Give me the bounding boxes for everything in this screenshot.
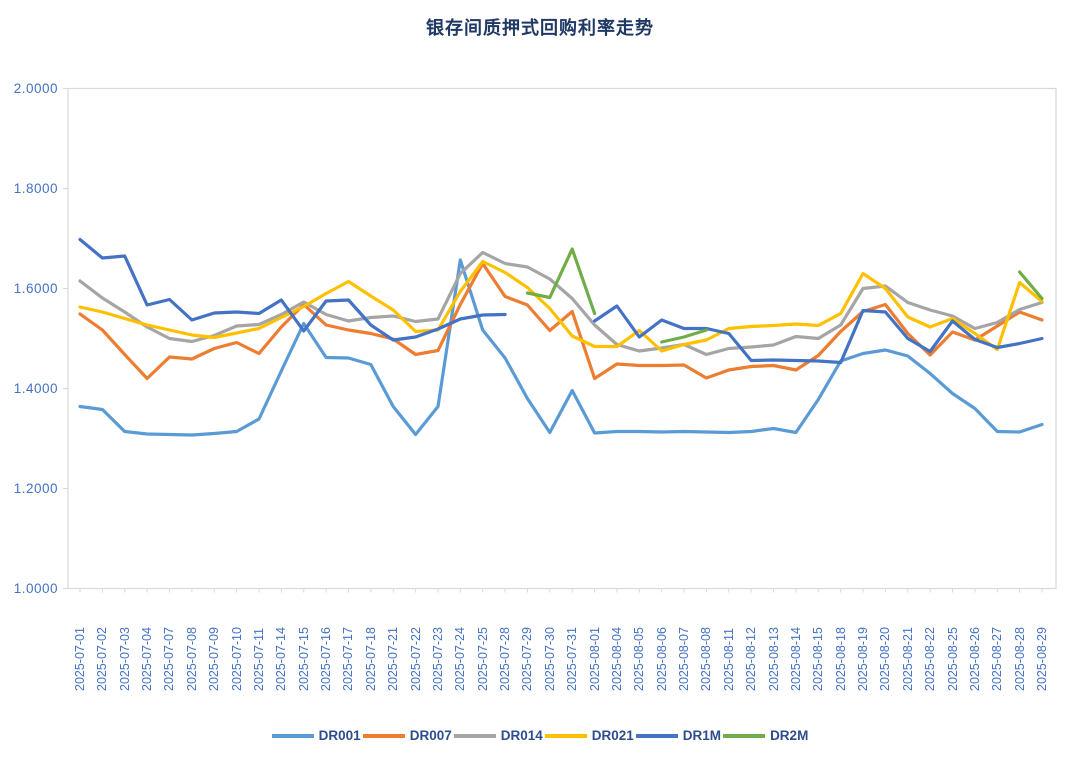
x-tick-label: 2025-08-22 [923, 627, 938, 691]
legend-item-DR007: DR007 [362, 728, 452, 743]
series-line-DR1M [78, 237, 1044, 365]
series-line-DR021 [78, 259, 1044, 353]
x-tick-label: 2025-07-14 [274, 627, 289, 691]
x-tick-label: 2025-08-13 [766, 627, 781, 691]
x-tick-label: 2025-07-31 [565, 627, 580, 691]
x-tick-label: 2025-07-04 [140, 627, 155, 691]
x-tick-label: 2025-08-05 [632, 627, 647, 691]
x-tick-label: 2025-08-25 [945, 627, 960, 691]
x-tick-label: 2025-08-21 [900, 627, 915, 691]
x-tick-label: 2025-07-22 [408, 627, 423, 691]
x-tick-label: 2025-08-08 [699, 627, 714, 691]
x-tick-label: 2025-08-19 [856, 627, 871, 691]
legend-label: DR1M [682, 728, 722, 743]
x-tick-label: 2025-07-17 [341, 627, 356, 691]
x-tick-label: 2025-08-11 [721, 627, 736, 691]
x-tick-label: 2025-08-28 [1012, 627, 1027, 691]
x-tick-label: 2025-08-01 [587, 627, 602, 691]
x-tick-label: 2025-07-15 [296, 627, 311, 691]
legend-swatch-DR1M [635, 733, 678, 738]
legend-item-DR014: DR014 [453, 728, 543, 743]
x-tick-label: 2025-07-02 [95, 627, 110, 691]
x-tick-label: 2025-07-16 [319, 627, 334, 691]
x-tick-label: 2025-08-07 [677, 627, 692, 691]
legend-swatch-DR014 [453, 733, 496, 738]
legend-swatch-DR2M [723, 733, 766, 738]
x-tick-label: 2025-07-03 [117, 627, 132, 691]
y-tick-label: 1.2000 [14, 481, 58, 496]
x-tick-label: 2025-07-25 [475, 627, 490, 691]
legend-label: DR001 [318, 728, 361, 743]
plot-border [67, 87, 1057, 590]
legend-label: DR021 [591, 728, 634, 743]
x-tick-label: 2025-07-09 [207, 627, 222, 691]
x-tick-label: 2025-07-10 [229, 627, 244, 691]
legend-label: DR2M [770, 728, 809, 743]
x-tick-label: 2025-08-06 [654, 627, 669, 691]
x-tick-label: 2025-08-29 [1035, 627, 1049, 691]
x-tick-label: 2025-07-21 [386, 627, 401, 691]
legend-swatch-DR007 [362, 733, 405, 738]
legend-label: DR007 [409, 728, 452, 743]
y-tick-label: 1.4000 [14, 381, 58, 396]
x-tick-label: 2025-07-29 [520, 627, 535, 691]
x-tick-label: 2025-08-20 [878, 627, 893, 691]
legend-swatch-DR021 [544, 733, 587, 738]
series-line-DR2M [525, 247, 1044, 344]
y-tick-label: 1.6000 [14, 281, 58, 296]
x-tick-label: 2025-07-28 [498, 627, 513, 691]
x-tick-label: 2025-08-27 [990, 627, 1005, 691]
chart-legend: DR001 DR007 DR014 DR021 DR1M DR2M [0, 728, 1080, 743]
x-tick-label: 2025-08-15 [811, 627, 826, 691]
x-tick-label: 2025-07-11 [251, 627, 266, 691]
y-tick-label: 2.0000 [14, 81, 58, 96]
x-tick-label: 2025-07-30 [542, 627, 557, 691]
x-tick-label: 2025-07-01 [73, 627, 87, 691]
legend-label: DR014 [500, 728, 543, 743]
x-tick-label: 2025-08-12 [744, 627, 759, 691]
y-tick-label: 1.8000 [14, 181, 58, 196]
x-tick-label: 2025-08-18 [833, 627, 848, 691]
x-tick-label: 2025-07-08 [184, 627, 199, 691]
x-tick-label: 2025-08-04 [609, 627, 624, 691]
series-line-DR001 [78, 258, 1044, 437]
legend-item-DR2M: DR2M [723, 728, 808, 743]
x-tick-label: 2025-07-18 [363, 627, 378, 691]
x-tick-label: 2025-08-26 [967, 627, 982, 691]
x-tick-label: 2025-07-23 [430, 627, 445, 691]
legend-swatch-DR001 [271, 733, 314, 738]
legend-item-DR1M: DR1M [635, 728, 722, 743]
y-tick-label: 1.0000 [14, 581, 58, 596]
chart-title: 银存间质押式回购利率走势 [426, 18, 654, 38]
x-tick-label: 2025-07-24 [453, 627, 468, 691]
x-tick-label: 2025-07-07 [162, 627, 177, 691]
legend-item-DR021: DR021 [544, 728, 634, 743]
x-tick-label: 2025-08-14 [788, 627, 803, 691]
legend-item-DR001: DR001 [271, 728, 361, 743]
